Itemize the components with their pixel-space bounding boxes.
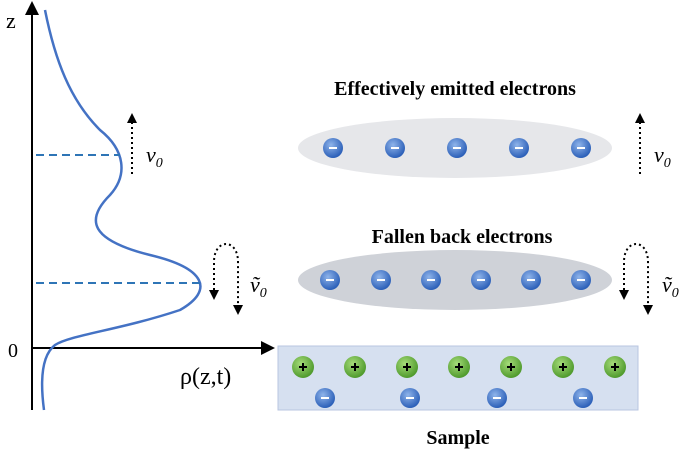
return-arrow <box>624 244 648 310</box>
z-label: z <box>6 8 16 33</box>
origin-label: 0 <box>8 340 18 362</box>
sample-label: Sample <box>426 427 489 449</box>
velocity-label: v0 <box>654 142 671 171</box>
rho-label: ρ(z,t) <box>180 364 231 390</box>
velocity-label: ṽ0 <box>250 272 267 301</box>
electron-cloud <box>298 250 612 310</box>
diagram: z 0 ρ(z,t) v0 ṽ0 Effectively emitted ele… <box>0 0 686 459</box>
velocity-label: v0 <box>146 142 163 171</box>
group-title: Effectively emitted electrons <box>334 78 576 100</box>
group-title: Fallen back electrons <box>372 226 553 248</box>
return-arrow <box>214 244 238 310</box>
velocity-label: ṽ0 <box>662 272 679 301</box>
density-curve <box>42 10 200 410</box>
